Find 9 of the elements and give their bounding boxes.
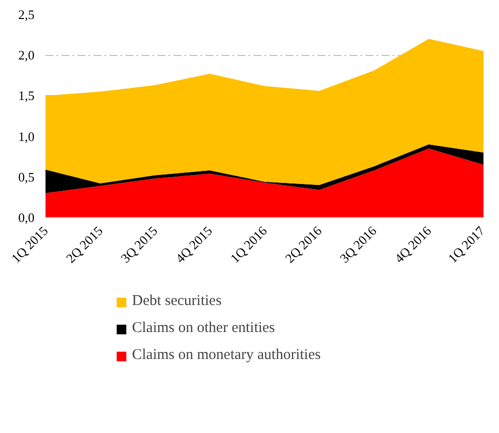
y-tick-label: 2,5 (18, 7, 34, 22)
y-tick-label: 1,0 (18, 128, 34, 144)
y-tick-label: 2,0 (18, 48, 34, 63)
legend-label: Claims on monetary authorities (132, 347, 321, 364)
y-tick-label: 0,5 (18, 169, 34, 184)
legend-label: Claims on other entities (132, 320, 275, 337)
y-tick-label: 0,0 (18, 210, 34, 225)
y-tick-label: 1,5 (18, 88, 34, 104)
legend-label: Debt securities (132, 293, 222, 310)
